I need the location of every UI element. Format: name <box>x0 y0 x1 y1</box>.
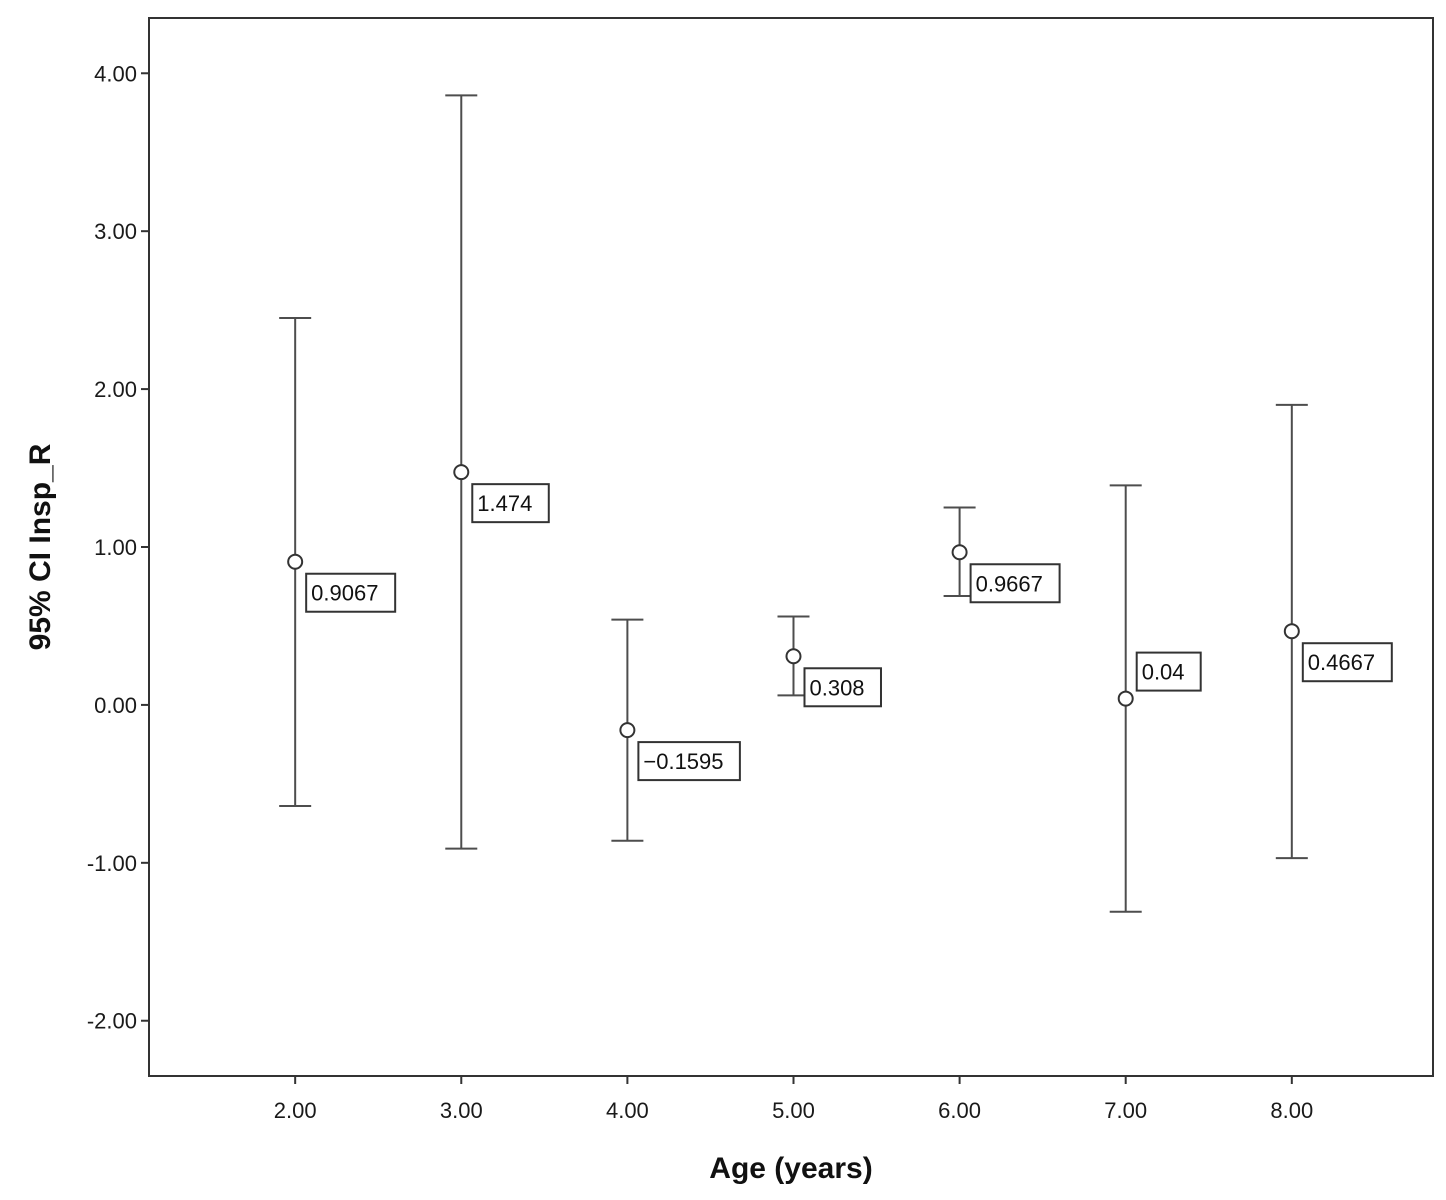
data-label: 0.9667 <box>976 571 1043 596</box>
y-tick-label: 1.00 <box>94 535 137 560</box>
data-label: 0.308 <box>809 675 864 700</box>
x-tick-label: 4.00 <box>606 1098 649 1123</box>
y-tick-label: 0.00 <box>94 693 137 718</box>
data-label-box <box>969 563 1061 604</box>
error-bar-series: 0.9067 1.474 −0.1595 0.308 0.9667 0.04 0.4667 <box>279 94 1393 913</box>
y-tick-label: 4.00 <box>94 61 137 86</box>
error-bar-group: 0.9667 <box>943 506 1061 604</box>
x-tick-label: 5.00 <box>772 1098 815 1123</box>
mean-marker <box>1117 690 1134 707</box>
data-label-box <box>471 483 550 524</box>
data-label: 0.04 <box>1142 660 1185 685</box>
error-bar-group: 0.308 <box>777 615 882 708</box>
x-tick-label: 8.00 <box>1270 1098 1313 1123</box>
y-tick-label: 3.00 <box>94 219 137 244</box>
data-label-box <box>803 667 882 708</box>
x-axis-title: Age (years) <box>709 1152 872 1185</box>
x-tick-label: 3.00 <box>440 1098 483 1123</box>
error-bar-group: 0.9067 <box>279 317 397 807</box>
error-bar-group: 0.4667 <box>1275 403 1393 860</box>
x-tick-label: 6.00 <box>938 1098 981 1123</box>
y-tick-label: 2.00 <box>94 377 137 402</box>
data-label: 0.4667 <box>1308 650 1375 675</box>
x-tick-label: 7.00 <box>1104 1098 1147 1123</box>
mean-marker <box>619 722 636 739</box>
data-label-box <box>637 741 741 782</box>
mean-marker <box>951 544 968 561</box>
data-label-box <box>1301 642 1393 683</box>
plot-frame <box>148 17 1434 1077</box>
error-bar-group: −0.1595 <box>611 618 741 842</box>
data-label: −0.1595 <box>643 749 723 774</box>
x-axis: 2.00 3.00 4.00 5.00 6.00 7.00 8.00 <box>274 1076 1313 1123</box>
y-tick-label: -2.00 <box>87 1009 137 1034</box>
y-tick-label: -1.00 <box>87 851 137 876</box>
x-tick-label: 2.00 <box>274 1098 317 1123</box>
mean-marker <box>1283 623 1300 640</box>
mean-marker <box>287 553 304 570</box>
mean-marker <box>453 464 470 481</box>
y-axis-title: 95% CI Insp_R <box>24 443 57 650</box>
data-label: 0.9067 <box>311 581 378 606</box>
y-axis: -2.00 -1.00 0.00 1.00 2.00 3.00 4.00 <box>87 61 149 1034</box>
data-label-box <box>1135 651 1202 692</box>
error-bar-group: 1.474 <box>445 94 550 850</box>
data-label: 1.474 <box>477 491 532 516</box>
mean-marker <box>785 648 802 665</box>
data-label-box <box>305 572 397 613</box>
error-bar-group: 0.04 <box>1109 484 1202 913</box>
